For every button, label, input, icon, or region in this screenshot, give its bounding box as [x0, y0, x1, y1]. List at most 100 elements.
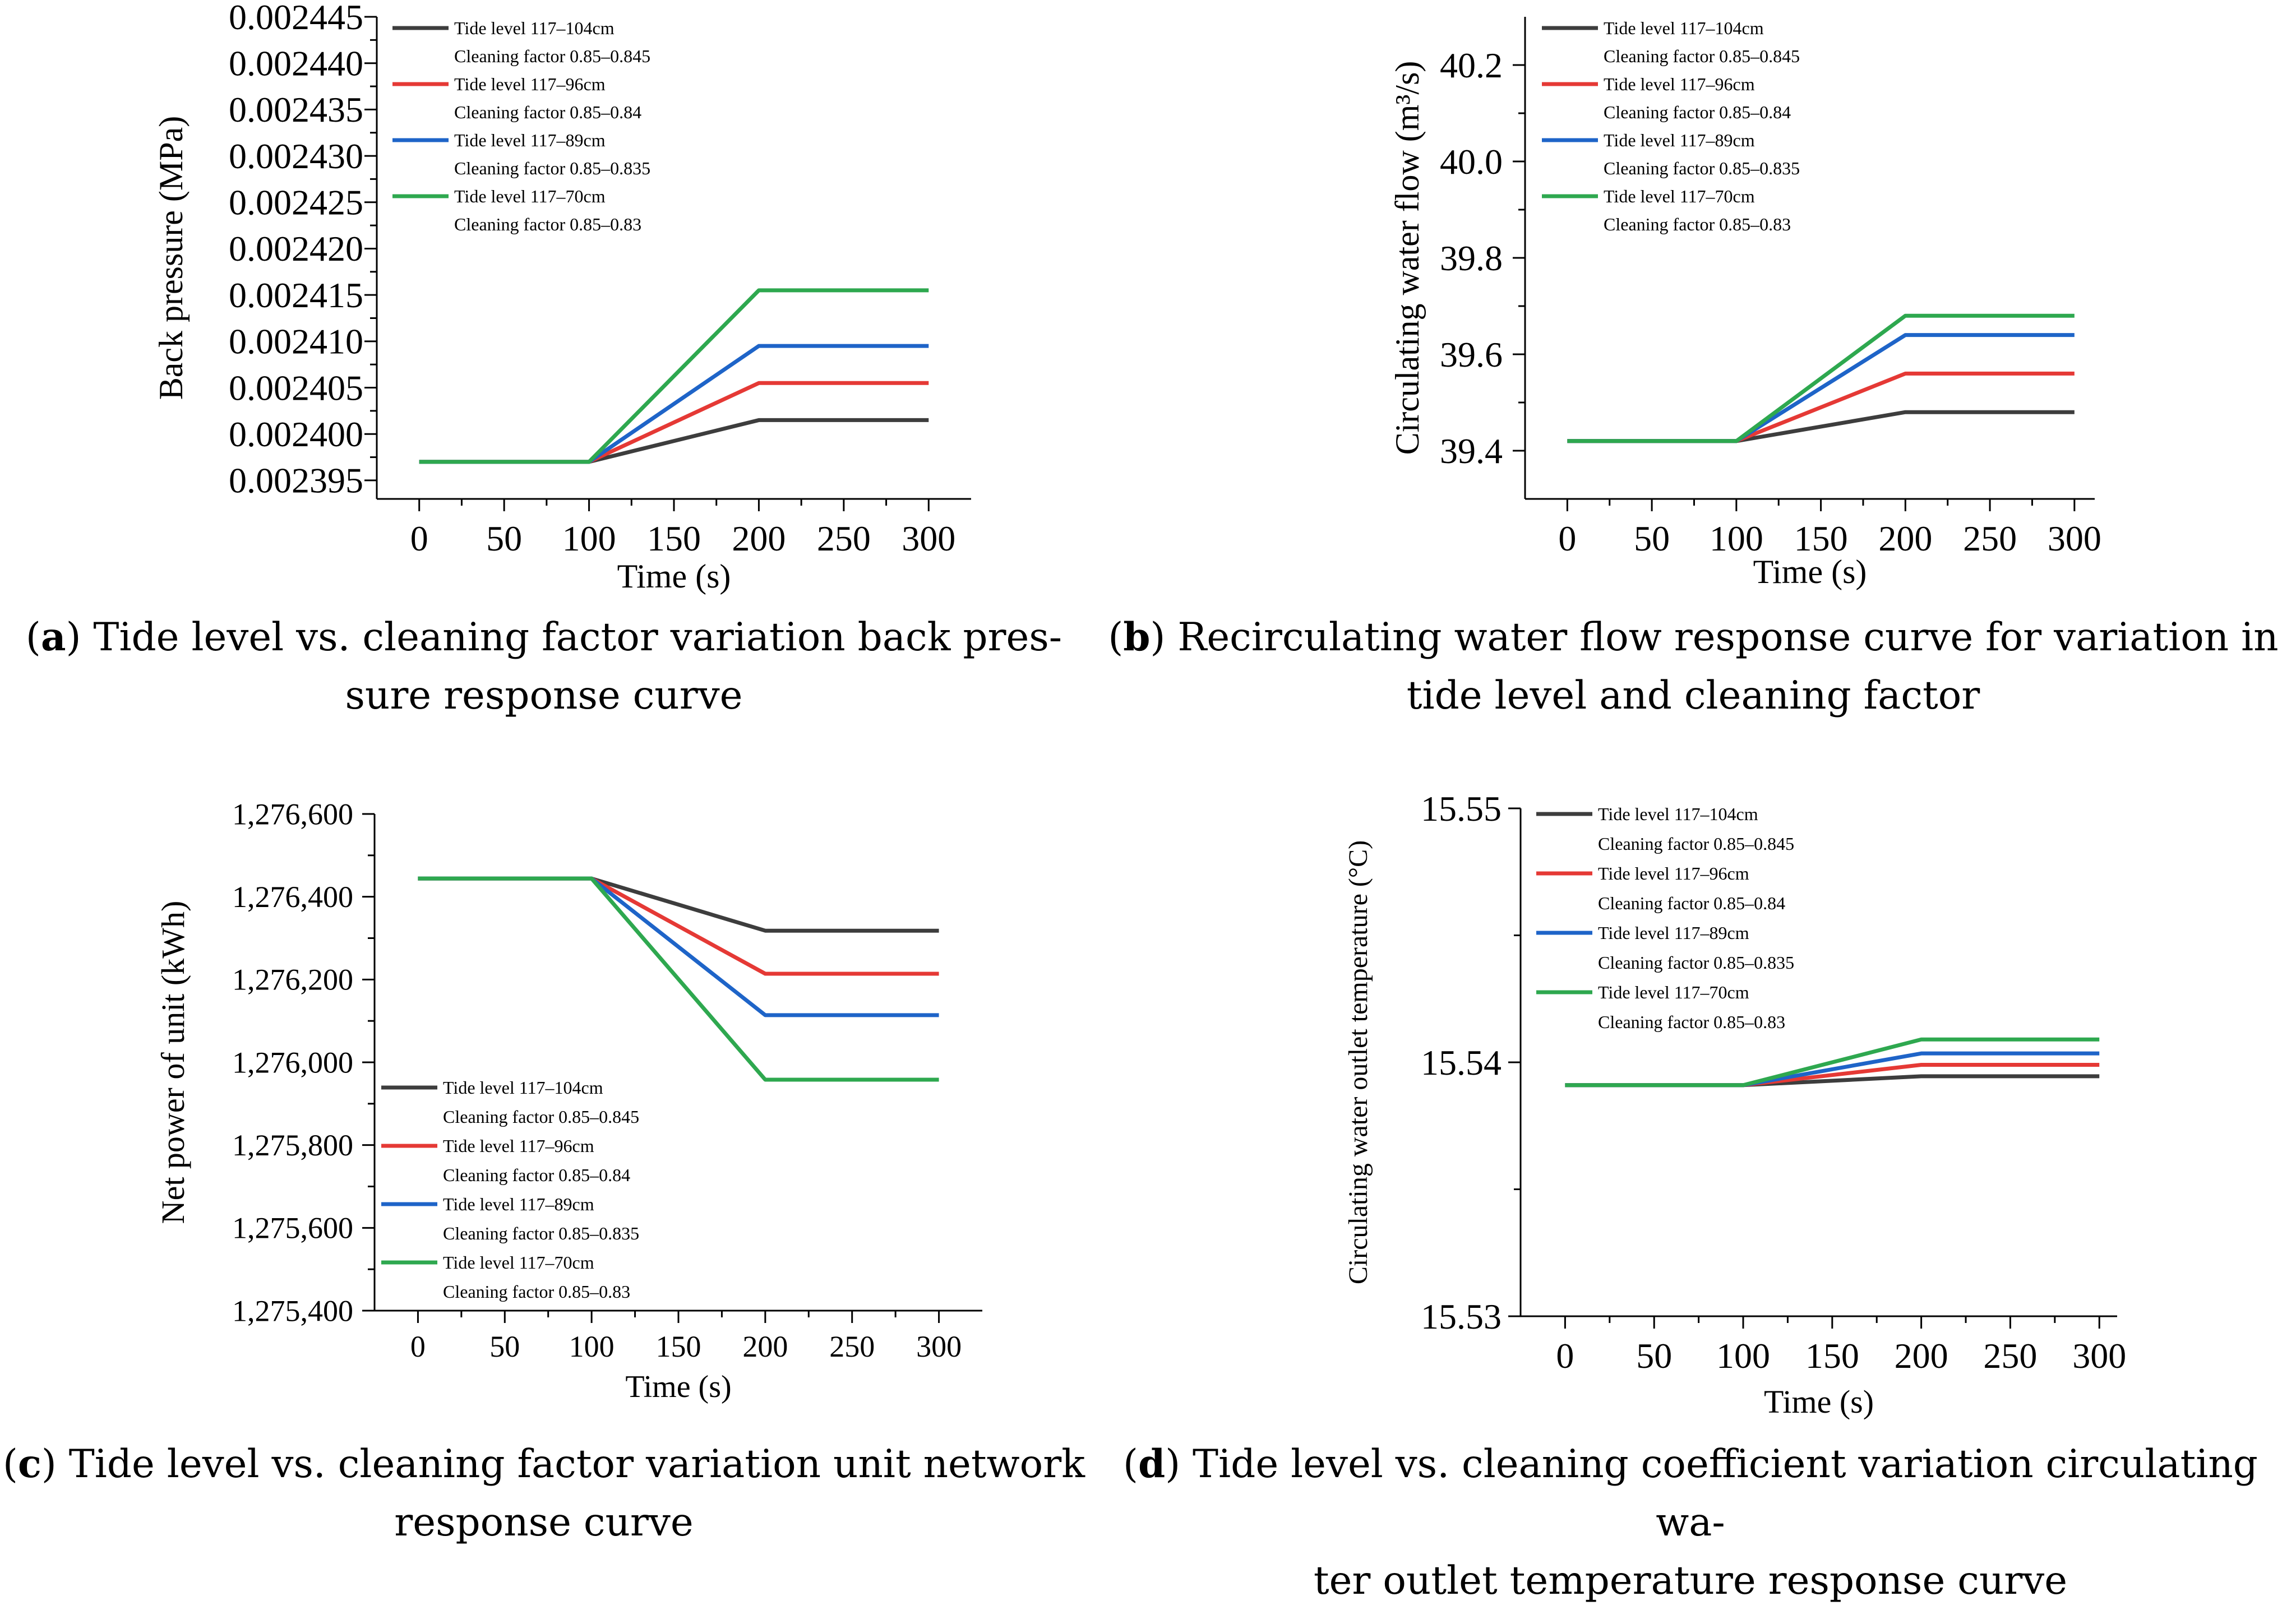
x-tick-label: 200: [1895, 1336, 1948, 1376]
legend-label: Tide level 117–70cm: [443, 1252, 594, 1273]
legend-label: Cleaning factor 0.85–0.835: [454, 158, 650, 178]
y-tick-label: 15.54: [1421, 1043, 1502, 1082]
legend-label: Cleaning factor 0.85–0.835: [1598, 952, 1794, 973]
y-axis-label: Circulating water outlet temperature (°C…: [1343, 840, 1373, 1284]
caption-letter: b: [1123, 614, 1151, 660]
y-tick-label: 0.002425: [229, 183, 363, 223]
series-line: [418, 876, 939, 1017]
y-tick-label: 0.002410: [229, 322, 363, 362]
legend-label: Tide level 117–104cm: [1598, 804, 1758, 824]
series-line: [419, 288, 929, 464]
y-tick-label: 1,276,600: [232, 797, 353, 831]
caption-letter: d: [1138, 1441, 1166, 1487]
y-tick-label: 39.4: [1440, 431, 1503, 471]
y-tick-label: 1,275,600: [232, 1211, 353, 1245]
legend-label: Cleaning factor 0.85–0.835: [443, 1223, 639, 1243]
y-tick-label: 15.53: [1421, 1297, 1502, 1336]
legend-label: Cleaning factor 0.85–0.83: [1604, 214, 1791, 234]
y-tick-label: 40.2: [1440, 45, 1503, 85]
y-tick-label: 15.55: [1421, 789, 1502, 829]
legend-label: Cleaning factor 0.85–0.845: [454, 46, 650, 66]
chart-b: 0 50 100 150 200 250 300 39.4 39.6 39.8 40.0 40.2 Ti…: [1389, 17, 2101, 590]
caption-text: ) Tide level vs. cleaning factor variati…: [41, 1442, 1085, 1487]
legend-label: Tide level 117–89cm: [1598, 923, 1749, 943]
series-line: [1565, 1037, 2100, 1088]
x-tick-label: 300: [2048, 519, 2101, 558]
x-tick-label: 200: [742, 1330, 788, 1363]
y-tick-label: 0.002435: [229, 90, 363, 129]
legend-label: Cleaning factor 0.85–0.84: [443, 1165, 630, 1185]
series-line: [418, 876, 939, 933]
legend-label: Tide level 117–70cm: [1604, 186, 1755, 206]
x-tick-label: 150: [647, 519, 701, 558]
y-tick-label: 1,276,000: [232, 1045, 353, 1079]
y-tick-label: 0.002440: [229, 43, 363, 83]
chart-a: 0 50 100 150 200 250 300 0.002395 0.002400 0.0024…: [153, 0, 971, 595]
x-axis-label: Time (s): [625, 1370, 731, 1404]
series-line: [419, 381, 929, 464]
x-axis-label: Time (s): [1764, 1384, 1874, 1420]
x-tick-label: 150: [1794, 519, 1848, 558]
legend-label: Tide level 117–104cm: [443, 1077, 603, 1098]
x-tick-label: 50: [1636, 1336, 1672, 1376]
legend-label: Cleaning factor 0.85–0.84: [1604, 102, 1791, 122]
y-tick-label: 40.0: [1440, 142, 1503, 182]
y-tick-label: 39.6: [1440, 335, 1503, 374]
legend-label: Tide level 117–89cm: [443, 1194, 594, 1214]
y-tick-label: 0.002405: [229, 368, 363, 408]
x-tick-label: 200: [1878, 519, 1932, 558]
legend-label: Tide level 117–96cm: [454, 74, 606, 94]
legend-label: Tide level 117–70cm: [1598, 982, 1749, 1002]
x-tick-label: 50: [486, 519, 522, 558]
figure-canvas: 0 50 100 150 200 250 300 0.002395 0.002400 0.0024…: [153, 0, 2126, 1420]
legend-label: Cleaning factor 0.85–0.845: [1604, 46, 1800, 66]
series-line: [1567, 313, 2075, 443]
y-tick-label: 0.002445: [229, 0, 363, 37]
legend-label: Tide level 117–96cm: [443, 1136, 594, 1156]
legend-label: Cleaning factor 0.85–0.84: [1598, 893, 1785, 913]
series-line: [419, 344, 929, 464]
y-axis-label: Back pressure (MPa): [153, 116, 190, 400]
caption-d: (d) Tide level vs. cleaning coefficient …: [1088, 1435, 2293, 1610]
legend-label: Tide level 117–96cm: [1604, 74, 1755, 94]
x-tick-label: 250: [829, 1330, 875, 1363]
x-tick-label: 300: [2072, 1336, 2126, 1376]
legend-label: Tide level 117–89cm: [454, 130, 606, 150]
legend-label: Cleaning factor 0.85–0.83: [454, 214, 641, 234]
legend-label: Cleaning factor 0.85–0.84: [454, 102, 641, 122]
x-tick-label: 50: [489, 1330, 520, 1363]
legend-label: Cleaning factor 0.85–0.83: [1598, 1012, 1785, 1032]
x-tick-label: 100: [569, 1330, 615, 1363]
x-tick-label: 200: [732, 519, 786, 558]
caption-c: (c) Tide level vs. cleaning factor varia…: [0, 1435, 1088, 1552]
legend-label: Tide level 117–96cm: [1598, 863, 1749, 883]
x-tick-label: 250: [1963, 519, 2017, 558]
caption-letter: a: [40, 614, 66, 660]
legend-label: Tide level 117–104cm: [1604, 18, 1764, 38]
x-tick-label: 150: [1805, 1336, 1859, 1376]
y-tick-label: 0.002400: [229, 414, 363, 454]
caption-text: ) Tide level vs. cleaning factor variati…: [66, 615, 1062, 660]
caption-letter: c: [17, 1441, 41, 1487]
caption-text: ) Recirculating water flow response curv…: [1150, 615, 2279, 660]
x-tick-label: 0: [1558, 519, 1576, 558]
y-tick-label: 0.002395: [229, 461, 363, 501]
y-tick-label: 39.8: [1440, 238, 1503, 278]
x-tick-label: 100: [1716, 1336, 1770, 1376]
series-line: [418, 876, 939, 1082]
x-tick-label: 50: [1634, 519, 1670, 558]
series-line: [418, 876, 939, 976]
x-tick-label: 100: [1710, 519, 1763, 558]
legend-label: Cleaning factor 0.85–0.845: [1598, 834, 1794, 854]
y-tick-label: 0.002430: [229, 136, 363, 176]
x-tick-label: 150: [656, 1330, 701, 1363]
x-tick-label: 100: [562, 519, 616, 558]
y-tick-label: 1,275,400: [232, 1294, 353, 1327]
caption-text-line2: sure response curve: [345, 673, 743, 718]
legend-label: Cleaning factor 0.85–0.83: [443, 1281, 630, 1302]
legend-label: Tide level 117–104cm: [454, 18, 615, 38]
legend-label: Cleaning factor 0.85–0.845: [443, 1107, 639, 1127]
y-tick-label: 1,276,400: [232, 880, 353, 914]
caption-b: (b) Recirculating water flow response cu…: [1099, 608, 2288, 725]
x-tick-label: 300: [902, 519, 955, 558]
